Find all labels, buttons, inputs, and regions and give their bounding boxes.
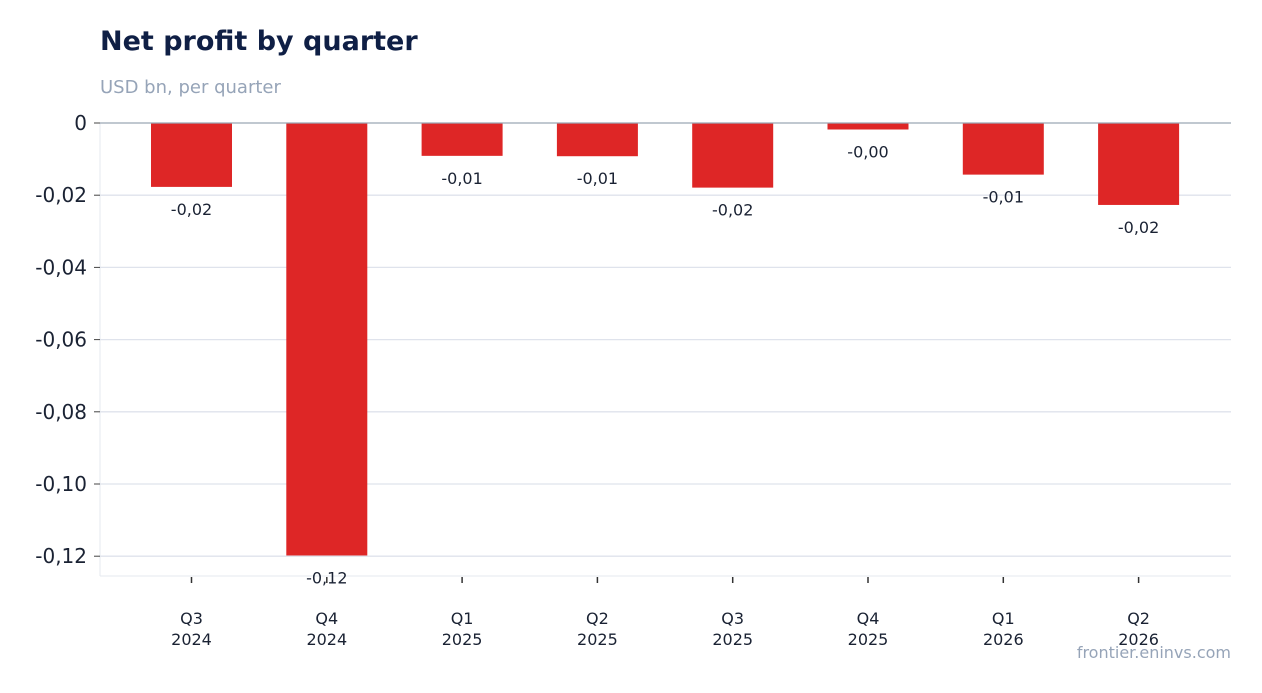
y-tick-label: -0,06 <box>35 328 87 352</box>
data-label: -0,02 <box>712 201 753 220</box>
x-tick-label: Q2 <box>586 609 609 628</box>
x-tick-label: 2024 <box>306 630 347 649</box>
x-tick-label: 2025 <box>712 630 753 649</box>
bar <box>286 123 368 556</box>
bar <box>1098 123 1180 205</box>
bars <box>151 123 1180 556</box>
bar <box>962 123 1044 175</box>
x-tick-label: Q4 <box>315 609 338 628</box>
x-tick-label: 2026 <box>983 630 1024 649</box>
x-tick-label: 2025 <box>848 630 889 649</box>
bar <box>692 123 774 188</box>
data-label: -0,01 <box>983 188 1024 207</box>
x-tick-label: Q4 <box>857 609 880 628</box>
y-tick-label: -0,04 <box>35 255 87 279</box>
data-labels: -0,02 -0,12 -0,01 -0,01 -0,02 -0,00 -0,01 -0,02 <box>171 142 1160 587</box>
data-label: -0,00 <box>847 142 888 161</box>
x-tick-label: Q2 <box>1127 609 1150 628</box>
bar <box>556 123 638 157</box>
chart-title: Net profit by quarter <box>100 26 418 57</box>
bar <box>151 123 232 187</box>
chart-subtitle: USD bn, per quarter <box>100 77 281 98</box>
data-label: -0,01 <box>441 169 482 188</box>
x-tick-label: Q3 <box>180 609 203 628</box>
x-tick-label: Q1 <box>992 609 1015 628</box>
y-tick-label: -0,02 <box>35 183 87 207</box>
x-tick-label: 2024 <box>171 630 212 649</box>
x-tick-label: 2025 <box>442 630 483 649</box>
x-tick-label: Q3 <box>721 609 744 628</box>
grid-lines <box>100 194 1231 557</box>
y-tick-label: -0,12 <box>35 544 87 568</box>
y-tick-label: -0,10 <box>35 472 87 496</box>
x-tick-label: Q1 <box>451 609 474 628</box>
data-label: -0,02 <box>1118 218 1159 237</box>
x-tick-label: 2026 <box>1118 630 1159 649</box>
bar <box>827 123 909 130</box>
axes: 0 -0,02 -0,04 -0,06 -0,08 -0,10 -0,12 Q3 2024 Q4 2… <box>35 111 1231 649</box>
bar <box>421 123 503 156</box>
data-label: -0,02 <box>171 200 212 219</box>
y-tick-label: 0 <box>74 111 87 135</box>
data-label: -0,01 <box>577 169 618 188</box>
x-tick-label: 2025 <box>577 630 618 649</box>
data-label: -0,12 <box>306 568 347 587</box>
source-watermark: frontier.eninvs.com <box>1076 643 1231 662</box>
y-tick-label: -0,08 <box>35 400 87 424</box>
